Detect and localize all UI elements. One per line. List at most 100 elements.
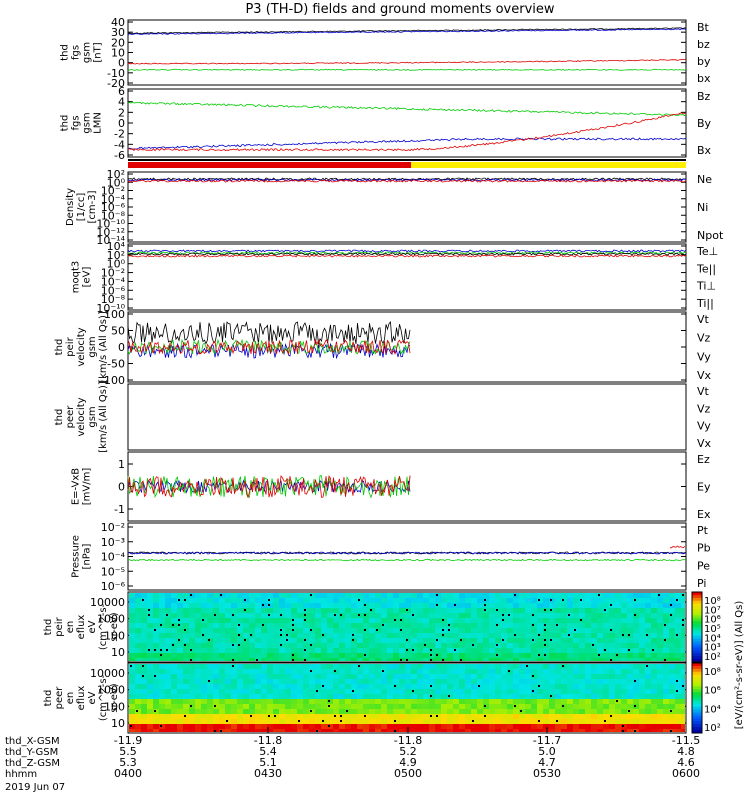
- spectrogram-cell: [633, 653, 639, 658]
- spectrogram-cell: [153, 684, 159, 689]
- spectrogram-cell: [567, 658, 573, 661]
- colorbar-tick-label: 10⁷: [704, 605, 721, 616]
- spectrogram-cell: [639, 633, 645, 638]
- spectrogram-cell: [531, 664, 537, 669]
- spectrogram-cell: [357, 653, 363, 658]
- spectrogram-gap: [358, 665, 360, 667]
- y-tick-label: 10⁻²: [101, 267, 125, 280]
- spectrogram-cell: [315, 719, 321, 724]
- spectrogram-cell: [135, 719, 141, 724]
- spectrogram-gap: [514, 705, 516, 707]
- spectrogram-cell: [381, 714, 387, 719]
- spectrogram-cell: [519, 699, 525, 704]
- spectrogram-cell: [375, 704, 381, 709]
- spectrogram-cell: [207, 669, 213, 674]
- spectrogram-cell: [399, 643, 405, 648]
- spectrogram-cell: [489, 724, 495, 729]
- spectrogram-cell: [189, 669, 195, 674]
- spectrogram-cell: [663, 633, 669, 638]
- spectrogram-cell: [147, 709, 153, 714]
- spectrogram-cell: [441, 689, 447, 694]
- spectrogram-cell: [147, 729, 153, 732]
- spectrogram-cell: [261, 699, 267, 704]
- spectrogram-cell: [651, 608, 657, 613]
- spectrogram-cell: [363, 608, 369, 613]
- spectrogram-cell: [609, 664, 615, 669]
- spectrogram-cell: [375, 669, 381, 674]
- spectrogram-cell: [273, 633, 279, 638]
- spectrogram-cell: [153, 593, 159, 598]
- spectrogram-cell: [483, 674, 489, 679]
- spectrogram-gap: [184, 644, 186, 646]
- spectrogram-cell: [435, 608, 441, 613]
- spectrogram-cell: [357, 689, 363, 694]
- spectrogram-cell: [609, 593, 615, 598]
- spectrogram-cell: [285, 603, 291, 608]
- spectrogram-cell: [477, 608, 483, 613]
- spectrogram-gap: [538, 685, 540, 687]
- spectrogram-cell: [381, 633, 387, 638]
- spectrogram-gap: [382, 670, 384, 672]
- spectrogram-cell: [279, 603, 285, 608]
- spectrogram-cell: [315, 679, 321, 684]
- spectrogram-gap: [514, 634, 516, 636]
- spectrogram-cell: [345, 674, 351, 679]
- spectrogram-cell: [585, 714, 591, 719]
- spectrogram-cell: [417, 638, 423, 643]
- spectrogram-cell: [387, 724, 393, 729]
- spectrogram-cell: [489, 674, 495, 679]
- spectrogram-cell: [429, 618, 435, 623]
- spectrogram-cell: [387, 684, 393, 689]
- spectrogram-cell: [573, 679, 579, 684]
- spectrogram-cell: [507, 638, 513, 643]
- spectrogram-cell: [579, 613, 585, 618]
- spectrogram-cell: [633, 664, 639, 669]
- spectrogram-cell: [525, 633, 531, 638]
- spectrogram-cell: [657, 669, 663, 674]
- spectrogram-cell: [507, 643, 513, 648]
- spectrogram-cell: [279, 664, 285, 669]
- spectrogram-cell: [129, 593, 135, 598]
- spectrogram-cell: [663, 618, 669, 623]
- spectrogram-cell: [651, 628, 657, 633]
- spectrogram-cell: [159, 684, 165, 689]
- spectrogram-cell: [675, 648, 681, 653]
- spectrogram-gap: [448, 629, 450, 631]
- spectrogram-cell: [189, 608, 195, 613]
- spectrogram-cell: [573, 714, 579, 719]
- spectrogram-gap: [142, 675, 144, 677]
- spectrogram-cell: [129, 618, 135, 623]
- spectrogram-cell: [135, 618, 141, 623]
- x-tick-label: 4.6: [677, 756, 695, 769]
- spectrogram-cell: [261, 724, 267, 729]
- spectrogram-cell: [639, 593, 645, 598]
- spectrogram-cell: [555, 729, 561, 732]
- spectrogram-cell: [525, 598, 531, 603]
- spectrogram-cell: [681, 674, 685, 679]
- spectrogram-cell: [537, 628, 543, 633]
- spectrogram-cell: [249, 729, 255, 732]
- spectrogram-cell: [243, 704, 249, 709]
- spectrogram-cell: [627, 628, 633, 633]
- spectrogram-cell: [261, 719, 267, 724]
- spectrogram-gap: [406, 649, 408, 651]
- spectrogram-cell: [339, 669, 345, 674]
- spectrogram-cell: [357, 704, 363, 709]
- spectrogram-cell: [477, 694, 483, 699]
- spectrogram-gap: [220, 730, 222, 732]
- spectrogram-cell: [651, 658, 657, 661]
- spectrogram-gap: [160, 649, 162, 651]
- spectrogram-cell: [639, 643, 645, 648]
- spectrogram-gap: [154, 675, 156, 677]
- spectrogram-gap: [646, 634, 648, 636]
- spectrogram-cell: [537, 709, 543, 714]
- spectrogram-cell: [657, 603, 663, 608]
- spectrogram-cell: [231, 653, 237, 658]
- spectrogram-gap: [622, 634, 624, 636]
- spectrogram-cell: [681, 669, 685, 674]
- spectrogram-cell: [417, 628, 423, 633]
- spectrogram-cell: [381, 608, 387, 613]
- spectrogram-cell: [519, 704, 525, 709]
- spectrogram-cell: [549, 628, 555, 633]
- spectrogram-gap: [316, 730, 318, 732]
